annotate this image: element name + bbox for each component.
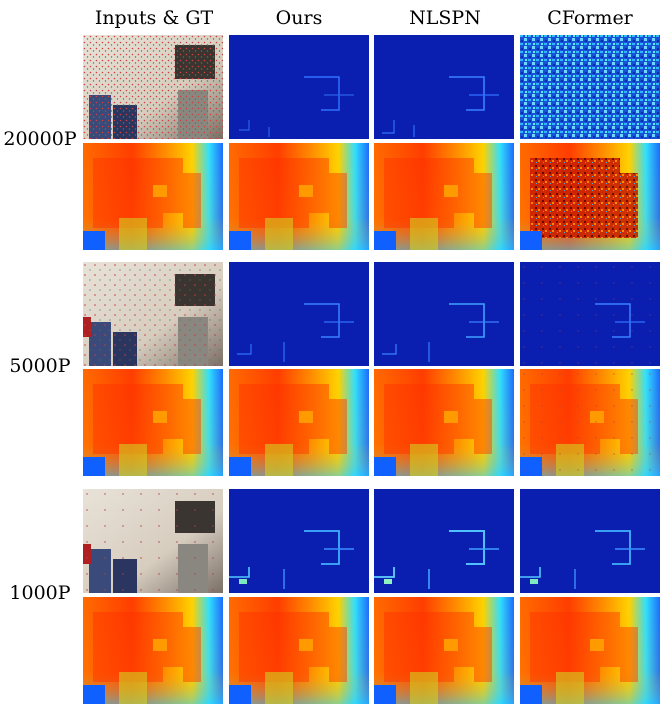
panel-input-rgb-1000p bbox=[83, 489, 223, 593]
panel-depth-gt-1000p bbox=[83, 597, 223, 704]
panel-depth-nlspn-20000p bbox=[374, 143, 514, 250]
row-label-1000p: 1000P bbox=[9, 582, 71, 604]
column-header-inputs-gt: Inputs & GT bbox=[94, 7, 214, 29]
panel-depth-cformer-5000p bbox=[520, 369, 660, 476]
panel-error-nlspn-20000p bbox=[374, 35, 514, 139]
column-header-cformer: CFormer bbox=[547, 7, 633, 29]
panel-depth-cformer-1000p bbox=[520, 597, 660, 704]
row-label-5000p: 5000P bbox=[9, 355, 71, 377]
panel-depth-gt-5000p bbox=[83, 369, 223, 476]
panel-depth-cformer-20000p bbox=[520, 143, 660, 250]
panel-depth-nlspn-1000p bbox=[374, 597, 514, 704]
panel-error-ours-5000p bbox=[229, 262, 369, 366]
panel-error-ours-20000p bbox=[229, 35, 369, 139]
panel-error-cformer-1000p bbox=[520, 489, 660, 593]
panel-error-nlspn-1000p bbox=[374, 489, 514, 593]
panel-error-nlspn-5000p bbox=[374, 262, 514, 366]
panel-depth-ours-5000p bbox=[229, 369, 369, 476]
column-header-ours: Ours bbox=[275, 7, 323, 29]
panel-depth-gt-20000p bbox=[83, 143, 223, 250]
panel-depth-ours-20000p bbox=[229, 143, 369, 250]
panel-input-rgb-5000p bbox=[83, 262, 223, 366]
row-label-20000p: 20000P bbox=[3, 128, 77, 150]
panel-input-rgb-20000p bbox=[83, 35, 223, 139]
column-header-nlspn: NLSPN bbox=[409, 7, 481, 29]
panel-depth-ours-1000p bbox=[229, 597, 369, 704]
panel-depth-nlspn-5000p bbox=[374, 369, 514, 476]
panel-error-cformer-5000p bbox=[520, 262, 660, 366]
panel-error-ours-1000p bbox=[229, 489, 369, 593]
panel-error-cformer-20000p bbox=[520, 35, 660, 139]
